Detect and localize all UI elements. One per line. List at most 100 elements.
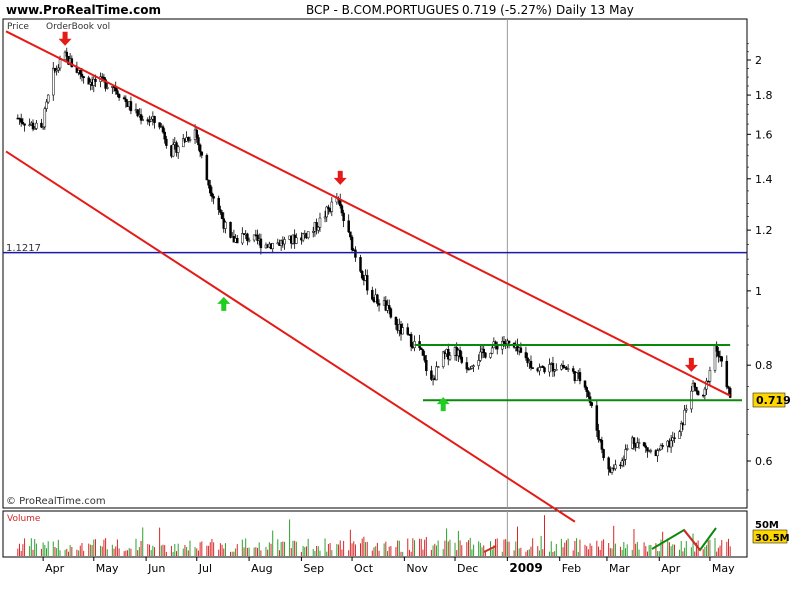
candle-body [706, 380, 710, 383]
x-tick-label: Apr [661, 562, 681, 575]
candle-body [389, 308, 393, 318]
candle-body [519, 347, 523, 353]
site-name[interactable]: www.ProRealTime.com [6, 3, 161, 17]
candle-body [646, 447, 649, 452]
candle-body [41, 126, 45, 129]
candle-body [727, 386, 730, 389]
candle-body [642, 442, 646, 447]
x-tick-label: 2009 [509, 561, 542, 575]
candle-body [555, 369, 558, 371]
candle-body [371, 289, 374, 300]
candle-body [340, 205, 344, 214]
x-axis: Apr May Jun Jul Aug Sep Oct Nov Dec 2009 Feb Mar Apr… [42, 557, 735, 575]
channel-upper-line [5, 30, 731, 397]
candle-body [149, 118, 153, 122]
candle-body [448, 355, 452, 360]
candle-body [23, 123, 26, 126]
candle-body [502, 341, 506, 344]
candle-body [323, 216, 327, 219]
y-tick-label: 0.8 [755, 359, 773, 372]
candle-body [295, 237, 298, 244]
candle-body [669, 440, 673, 448]
candle-body [325, 206, 328, 218]
y-tick-label: 1.2 [755, 224, 773, 237]
candle-body [271, 243, 274, 249]
candle-body [507, 340, 511, 344]
candle-body [247, 239, 251, 242]
candle-body [153, 116, 156, 123]
candle-body [649, 450, 653, 452]
down-arrow-icon [333, 170, 347, 185]
candle-body [571, 368, 575, 372]
candle-body [65, 51, 69, 57]
volume-bars [17, 515, 731, 556]
candle-body [198, 144, 202, 153]
candle-body [671, 437, 675, 441]
candles [16, 47, 732, 476]
candle-body [241, 233, 244, 244]
volume-last-tag [752, 529, 788, 544]
candle-body [489, 353, 492, 358]
candle-body [600, 439, 604, 450]
candle-body [632, 437, 636, 445]
y-tick-label: 2 [755, 54, 762, 67]
candle-body [610, 467, 614, 473]
candle-body [679, 422, 683, 432]
x-tick-label: Mar [609, 562, 630, 575]
candle-body [146, 119, 150, 122]
y-tick-label: 0.6 [755, 455, 773, 468]
candle-body [578, 372, 582, 382]
candle-body [524, 352, 528, 359]
candle-body [602, 449, 605, 459]
last-price-text: 0.719 [756, 394, 791, 407]
candle-body [538, 367, 541, 372]
candle-body [187, 137, 190, 141]
candle-body [219, 209, 222, 213]
candle-body [543, 367, 546, 373]
x-tick-label: May [96, 562, 119, 575]
candle-body [685, 408, 688, 411]
candle-body [585, 387, 588, 392]
x-tick-label: Feb [562, 562, 581, 575]
candle-body [229, 221, 232, 238]
candle-body [425, 360, 428, 372]
candle-body [387, 305, 391, 310]
candle-body [139, 114, 143, 121]
candle-body [82, 76, 85, 79]
candle-body [541, 366, 545, 368]
overlays [3, 30, 747, 553]
candle-body [472, 365, 475, 367]
candle-body [460, 356, 464, 363]
candle-body [117, 94, 121, 98]
candle-body [176, 146, 180, 153]
candle-body [703, 388, 707, 396]
candle-body [195, 129, 199, 138]
candle-body [205, 155, 209, 181]
down-arrow-icon [684, 357, 698, 372]
candle-body [70, 58, 74, 68]
up-arrow-icon [436, 397, 450, 412]
last-price-tag [752, 392, 786, 408]
candle-body [529, 360, 533, 368]
candle-body [136, 109, 139, 117]
candle-body [210, 192, 214, 197]
candle-body [317, 226, 320, 231]
candle-body [104, 79, 107, 89]
y-tick-label: 1 [755, 285, 762, 298]
candle-body [620, 460, 624, 466]
candle-body [87, 77, 90, 85]
candle-body [575, 372, 578, 381]
candle-body [224, 221, 227, 229]
x-tick-label: May [712, 562, 735, 575]
candle-body [350, 236, 354, 251]
candle-body [683, 409, 686, 426]
volume-trend-line [683, 529, 701, 551]
candle-body [19, 118, 23, 123]
candle-body [377, 303, 381, 306]
candle-body [55, 69, 58, 72]
candle-body [421, 349, 425, 356]
candle-body [465, 362, 469, 370]
candle-body [209, 184, 212, 194]
candle-body [561, 364, 565, 368]
candle-body [551, 363, 555, 372]
